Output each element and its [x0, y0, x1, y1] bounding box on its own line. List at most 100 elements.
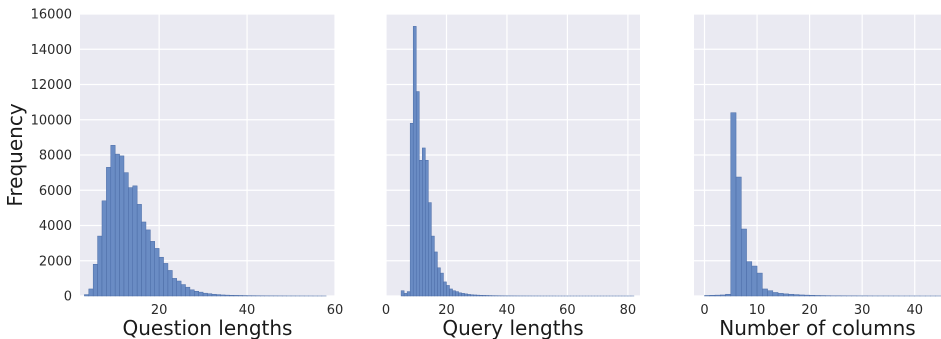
y-tick-label: 12000: [31, 78, 72, 93]
histogram-bar: [714, 294, 721, 297]
histogram-bar: [461, 293, 465, 297]
histogram-bar: [238, 295, 243, 297]
histogram-bar: [804, 294, 810, 297]
histogram-bar: [422, 147, 426, 297]
histogram-bar: [467, 294, 471, 297]
histogram-bar: [798, 294, 805, 297]
histogram-question-lengths: 0 2000 4000 6000 8000 10000 12000 14000 16000 20 4…: [31, 8, 344, 339]
histogram-bar: [437, 267, 441, 297]
histogram-bar: [473, 294, 477, 297]
histogram-bar: [751, 265, 758, 297]
x-tick-label: 0: [700, 303, 708, 318]
histogram-bar: [97, 235, 103, 297]
histogram-bar: [730, 112, 737, 297]
histogram-bar: [431, 235, 435, 297]
histogram-bar: [172, 278, 177, 297]
histogram-bar: [725, 293, 732, 297]
histogram-bar: [233, 295, 239, 297]
histogram-bar: [783, 293, 789, 297]
histogram-bar: [207, 293, 213, 297]
histogram-bar: [198, 291, 204, 297]
histogram-bar: [452, 290, 456, 297]
x-tick-label: 60: [327, 303, 344, 318]
histogram-bar: [154, 248, 160, 297]
histogram-bar: [485, 295, 490, 297]
histogram-query-lengths: 0 20 40 60 80 Query lengths: [382, 13, 640, 339]
histogram-bar: [84, 294, 90, 297]
histogram-bar: [403, 293, 408, 297]
x-tick-label: 40: [239, 303, 256, 318]
histogram-bar: [119, 155, 125, 297]
histogram-bar: [464, 293, 468, 297]
histogram-bar: [419, 160, 423, 297]
histogram-bar: [735, 176, 742, 297]
x-tick-label: 20: [438, 303, 455, 318]
y-tick-label: 4000: [39, 219, 72, 234]
x-tick-label: 20: [151, 303, 168, 318]
histogram-bar: [720, 294, 726, 297]
histogram-bar: [194, 290, 199, 297]
histogram-bar: [756, 272, 763, 297]
x-tick-label: 10: [749, 303, 766, 318]
histogram-bar: [793, 294, 800, 297]
histogram-bar: [176, 280, 182, 297]
histogram-bar: [211, 293, 217, 297]
histogram-bar: [220, 294, 226, 297]
histogram-bar: [704, 295, 711, 297]
histogram-bar: [412, 26, 417, 297]
histogram-bar: [767, 290, 774, 297]
histogram-bar: [443, 281, 447, 297]
histogram-bar: [425, 160, 429, 297]
y-tick-label: 14000: [31, 43, 72, 58]
histogram-bar: [777, 293, 784, 297]
x-tick-label: 60: [559, 303, 576, 318]
histogram-bar: [440, 272, 444, 297]
histogram-bar: [741, 228, 747, 297]
x-axis-label: Number of columns: [719, 316, 915, 339]
histogram-bar: [110, 145, 116, 297]
x-tick-label: 40: [906, 303, 923, 318]
x-tick-label: 30: [854, 303, 871, 318]
y-axis-label: Frequency: [3, 103, 27, 206]
histogram-bar: [482, 295, 487, 297]
histogram-bar: [216, 294, 221, 297]
histogram-bar: [202, 292, 208, 297]
y-tick-label: 16000: [31, 8, 72, 23]
y-tick-label: 2000: [39, 254, 72, 269]
histogram-bar: [479, 295, 484, 297]
histogram-bar: [185, 286, 191, 297]
x-tick-label: 40: [499, 303, 516, 318]
histogram-bar: [788, 293, 795, 297]
histogram-bar: [428, 202, 432, 297]
histogram-bar: [458, 292, 462, 297]
x-tick-label: 20: [801, 303, 818, 318]
histogram-bar: [189, 289, 195, 297]
histogram-bar: [400, 290, 405, 297]
histogram-bar: [114, 153, 120, 297]
histogram-bar: [746, 261, 753, 297]
histogram-bar: [106, 167, 112, 297]
histogram-bar: [772, 292, 779, 297]
x-tick-label: 80: [620, 303, 637, 318]
histogram-bar: [762, 288, 768, 297]
histogram-bar: [449, 288, 453, 297]
histogram-bar: [455, 291, 459, 297]
histogram-bar: [415, 91, 420, 297]
x-axis-label: Query lengths: [442, 316, 583, 339]
histogram-bar: [158, 256, 164, 297]
y-tick-label: 0: [64, 290, 72, 305]
histogram-bar: [406, 291, 411, 297]
histogram-bar: [180, 284, 186, 297]
histogram-bar: [229, 295, 235, 297]
y-tick-label: 6000: [39, 184, 72, 199]
histogram-bar: [446, 285, 450, 297]
x-tick-label: 0: [382, 303, 390, 318]
histogram-bar: [409, 123, 414, 297]
histogram-bar: [136, 204, 142, 297]
histogram-bar: [809, 295, 816, 297]
histogram-bar: [128, 187, 134, 297]
histogram-bar: [101, 200, 107, 297]
histogram-bar: [476, 294, 480, 297]
